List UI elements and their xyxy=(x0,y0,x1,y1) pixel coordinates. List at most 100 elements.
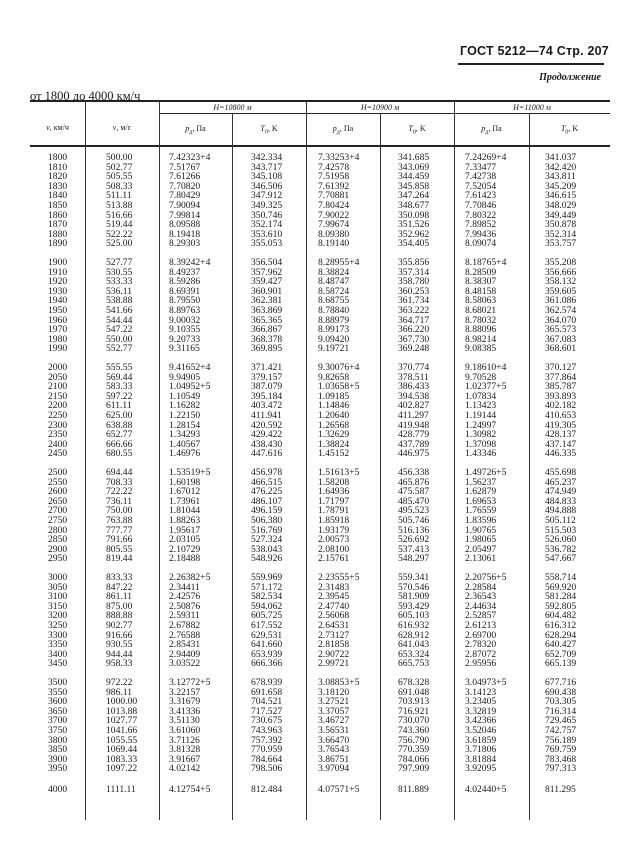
cell-temp-10900: 351.526 xyxy=(398,219,430,231)
header-altitude-10800: H=10800 м xyxy=(213,103,252,112)
cell-temp-10800: 366.867 xyxy=(251,324,283,336)
cell-temp-10800: 594.062 xyxy=(251,600,283,612)
cell-temp-11000: 474.949 xyxy=(545,486,577,498)
cell-speed-ms: 508.33 xyxy=(106,180,133,192)
cell-speed-ms: 652.77 xyxy=(106,429,133,441)
cell-temp-10800: 352.174 xyxy=(251,219,283,231)
cell-temp-10900: 369.248 xyxy=(398,343,430,355)
cell-speed-ms: 763.88 xyxy=(106,515,133,526)
cell-pressure-10900: 1.45152 xyxy=(318,448,350,460)
cell-temp-11000: 362.574 xyxy=(545,305,577,316)
cell-temp-11000: 343.811 xyxy=(545,171,576,183)
cell-speed-ms: 513.88 xyxy=(106,200,133,211)
cell-temp-10800: 666.366 xyxy=(251,658,283,670)
cell-temp-11000: 393.893 xyxy=(545,390,577,402)
cell-speed-kmh: 3200 xyxy=(48,610,68,622)
cell-temp-11000: 729.465 xyxy=(545,715,577,727)
cell-speed-ms: 972.22 xyxy=(106,677,133,688)
cell-speed-kmh: 2400 xyxy=(48,438,68,450)
cell-speed-ms: 502.77 xyxy=(106,161,133,173)
cell-speed-kmh: 1900 xyxy=(48,257,68,268)
cell-speed-kmh: 3100 xyxy=(48,591,68,603)
cell-pressure-10800: 1.81044 xyxy=(169,505,201,517)
cell-pressure-10900: 3.97094 xyxy=(318,763,350,775)
cell-pressure-10900: 7.42578 xyxy=(318,161,350,173)
cell-speed-ms: 1083.33 xyxy=(106,753,138,765)
cell-pressure-10900: 8.38824 xyxy=(318,266,350,278)
cell-speed-kmh: 1910 xyxy=(48,266,68,278)
cell-pressure-11000: 1.49726+5 xyxy=(465,467,507,478)
cell-pressure-10800: 7.61266 xyxy=(169,171,201,183)
cell-temp-10900: 548.297 xyxy=(398,553,430,565)
cell-pressure-10900: 2.39545 xyxy=(318,591,350,603)
column-divider xyxy=(232,113,233,820)
header-altitude-10900: H=10900 м xyxy=(360,103,400,112)
cell-speed-kmh: 2900 xyxy=(48,543,68,555)
cell-temp-11000: 536.782 xyxy=(545,543,577,555)
cell-pressure-11000: 1.90765 xyxy=(465,524,497,536)
cell-temp-10900: 691.048 xyxy=(398,686,430,698)
cell-temp-11000: 465.237 xyxy=(545,476,577,488)
cell-speed-ms: 902.77 xyxy=(106,620,133,631)
cell-pressure-11000: 2.36543 xyxy=(465,591,497,603)
cell-pressure-10900: 7.61392 xyxy=(318,180,350,192)
cell-speed-kmh: 2000 xyxy=(48,362,68,373)
cell-speed-kmh: 1870 xyxy=(48,219,68,231)
cell-temp-10800: 363.869 xyxy=(251,305,283,316)
cell-temp-10900: 428.779 xyxy=(398,429,430,441)
cell-temp-11000: 350.878 xyxy=(545,219,577,231)
cell-pressure-10800: 2.03105 xyxy=(169,534,201,546)
cell-speed-kmh: 2200 xyxy=(48,400,68,412)
cell-pressure-10900: 9.30076+4 xyxy=(318,362,360,373)
cell-temp-11000: 385.787 xyxy=(545,381,577,393)
cell-pressure-10800: 7.42323+4 xyxy=(169,152,211,163)
cell-temp-10800: 360.901 xyxy=(251,285,283,297)
cell-pressure-11000: 1.43346 xyxy=(465,448,497,460)
cell-speed-ms: 611.11 xyxy=(106,400,132,412)
cell-pressure-11000: 1.37098 xyxy=(465,438,497,450)
cell-pressure-11000: 3.81884 xyxy=(465,753,497,765)
cell-temp-10900: 366.220 xyxy=(398,324,430,336)
cell-temp-10800: 704.521 xyxy=(251,696,283,708)
cell-temp-11000: 346.615 xyxy=(545,190,577,202)
cell-pressure-10800: 1.95617 xyxy=(169,524,201,536)
cell-pressure-10800: 2.85431 xyxy=(169,639,201,651)
cell-pressure-11000: 2.78320 xyxy=(465,639,497,651)
cell-speed-kmh: 1940 xyxy=(48,295,68,307)
cell-pressure-11000: 2.20756+5 xyxy=(465,572,507,583)
cell-temp-11000: 364.070 xyxy=(545,314,577,326)
cell-pressure-10900: 3.08853+5 xyxy=(318,677,360,688)
cell-pressure-11000: 8.38307 xyxy=(465,276,497,288)
cell-pressure-10900: 7.90022 xyxy=(318,209,350,221)
cell-pressure-11000: 3.04973+5 xyxy=(465,677,507,688)
cell-temp-10800: 343.717 xyxy=(251,161,283,173)
cell-pressure-10800: 2.67882 xyxy=(169,620,201,631)
cell-speed-ms: 930.55 xyxy=(106,639,133,651)
cell-temp-10900: 352.962 xyxy=(398,228,430,240)
cell-pressure-10900: 2.90722 xyxy=(318,648,350,660)
cell-pressure-10900: 3.56531 xyxy=(318,725,350,736)
cell-pressure-11000: 9.70528 xyxy=(465,371,497,383)
cell-temp-10800: 371.421 xyxy=(251,362,283,373)
cell-pressure-11000: 1.98065 xyxy=(465,534,497,546)
cell-speed-ms: 736.11 xyxy=(106,495,133,507)
cell-temp-10900: 653.324 xyxy=(398,648,430,660)
cell-pressure-11000: 1.07834 xyxy=(465,390,497,402)
cell-temp-11000: 652.709 xyxy=(545,648,577,660)
cell-temp-10800: 516.769 xyxy=(251,524,283,536)
cell-pressure-10900: 1.93179 xyxy=(318,524,350,536)
cell-pressure-10900: 2.08100 xyxy=(318,543,350,555)
cell-pressure-10900: 1.32629 xyxy=(318,429,350,441)
cell-pressure-11000: 8.58063 xyxy=(465,295,497,307)
cell-temp-11000: 353.757 xyxy=(545,238,577,250)
cell-pressure-11000: 8.18765+4 xyxy=(465,257,507,268)
cell-pressure-10800: 8.69391 xyxy=(169,285,201,297)
cell-temp-11000: 484.833 xyxy=(545,495,577,507)
cell-temp-10900: 516.136 xyxy=(398,524,430,536)
cell-pressure-10900: 1.38824 xyxy=(318,438,350,450)
cell-pressure-10800: 9.41652+4 xyxy=(169,362,211,373)
cell-speed-ms: 819.44 xyxy=(106,553,133,565)
cell-pressure-11000: 2.28584 xyxy=(465,581,497,593)
cell-temp-10900: 475.587 xyxy=(398,486,430,498)
cell-speed-ms: 708.33 xyxy=(106,476,133,488)
